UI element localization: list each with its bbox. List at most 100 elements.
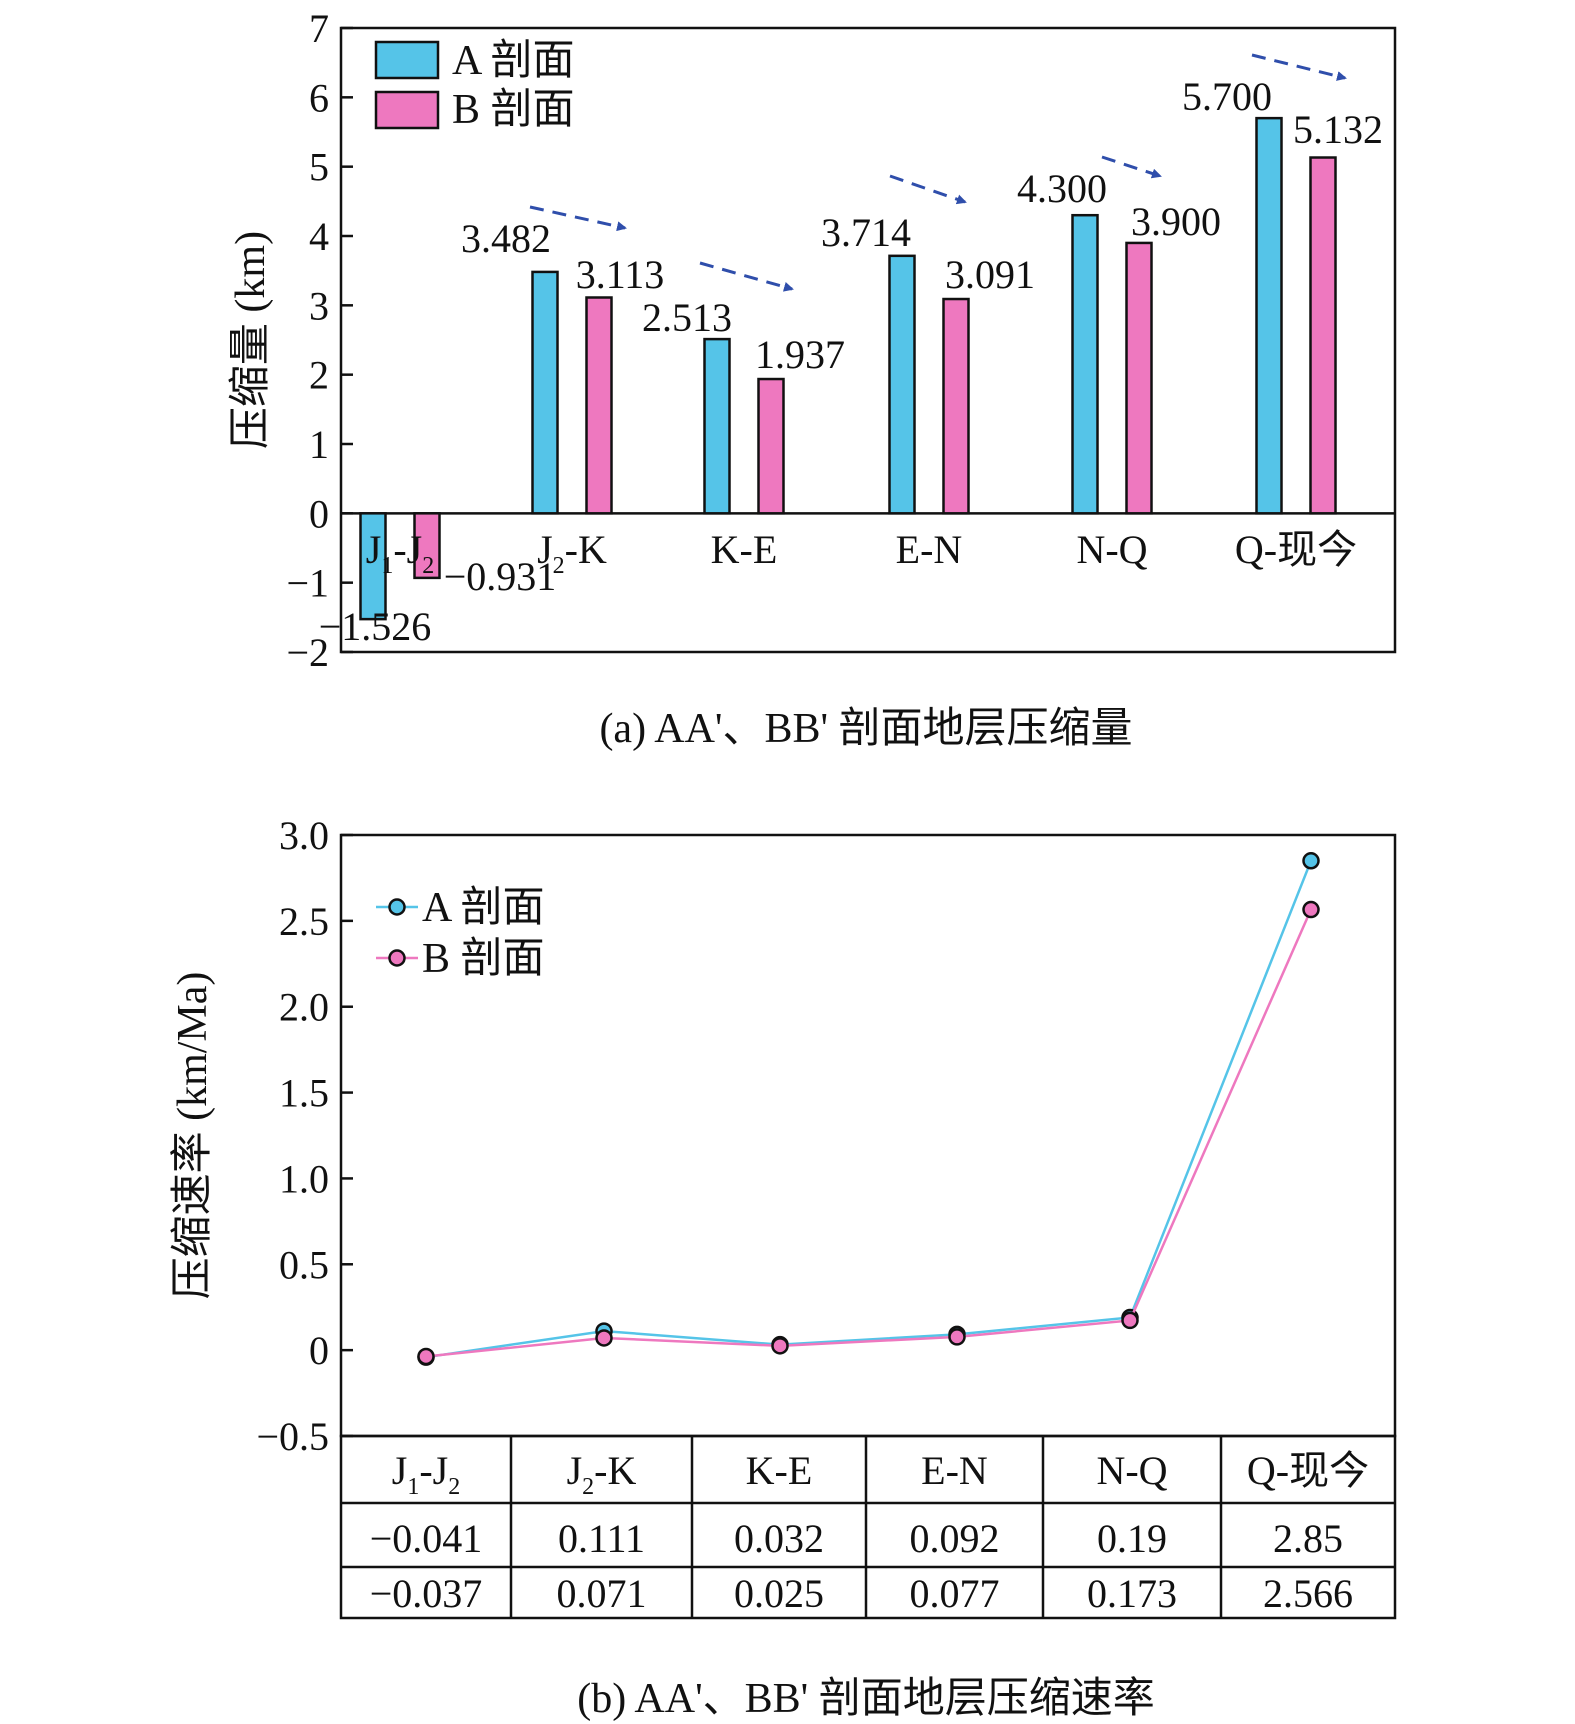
data-label: 1.937: [755, 332, 845, 377]
data-label: 2.513: [642, 295, 732, 340]
data-label: 3.113: [576, 252, 665, 297]
bar-series-b: [1309, 156, 1337, 515]
table-frame: [339, 1434, 1397, 1620]
data-label: 3.714: [821, 210, 911, 255]
y-axis-label: 压缩速率 (km/Ma): [169, 972, 216, 1300]
table-header-cell: J2-K: [567, 1448, 637, 1500]
point-series-b: [948, 1328, 966, 1346]
y-tick-label: 3: [309, 283, 329, 328]
y-tick-label: 0: [309, 1328, 329, 1373]
table-cell-series-a: −0.041: [370, 1516, 483, 1561]
category-label: N-Q: [1076, 527, 1147, 572]
bar-series-b: [585, 296, 613, 515]
legend-label-a: A 剖面: [452, 38, 575, 84]
y-tick-label: 6: [309, 75, 329, 120]
bar-series-a: [531, 270, 559, 515]
table-cell-series-b: −0.037: [370, 1571, 483, 1616]
point-series-b: [1302, 900, 1320, 919]
table-cell-series-a: 0.032: [734, 1516, 824, 1561]
point-series-b: [595, 1329, 613, 1347]
data-label: 5.132: [1293, 107, 1383, 152]
y-tick-label: 0: [309, 491, 329, 536]
legend: A 剖面B 剖面: [374, 38, 575, 133]
legend-label-a: A 剖面: [422, 885, 545, 931]
line-chart-compression-rate: −0.5 0 0.5 1.0 1.5 2.0 2.5 3.0 压缩速率 (km/Ma) A 剖面 B…: [169, 813, 1397, 1620]
trend-arrow: [1101, 155, 1162, 179]
line-series-b: [425, 909, 1313, 1358]
bar-series-b: [413, 512, 441, 580]
legend-swatch-a: [374, 40, 440, 80]
table-cell-series-a: 0.19: [1097, 1516, 1167, 1561]
bar-series-a: [1255, 116, 1283, 515]
data-label: 5.700: [1182, 74, 1272, 119]
bar-series-b: [942, 297, 970, 515]
data-label: 3.091: [945, 252, 1035, 297]
y-tick-label: 1.0: [279, 1156, 329, 1201]
category-label: J2-K: [537, 527, 607, 579]
data-label: −1.526: [319, 604, 432, 649]
plot-frame: [339, 26, 1397, 654]
table-cell-series-a: 0.092: [910, 1516, 1000, 1561]
table-cell-series-b: 0.173: [1087, 1571, 1177, 1616]
table-cell-series-b: 0.077: [910, 1571, 1000, 1616]
point-series-b: [771, 1337, 789, 1355]
legend-marker-a: [388, 898, 406, 916]
category-label: Q-现今: [1235, 527, 1357, 572]
caption-a: (a) AA'、BB' 剖面地层压缩量: [599, 706, 1132, 752]
y-tick-label: 7: [309, 6, 329, 51]
table-header-cell: N-Q: [1096, 1448, 1167, 1493]
bar-series-a: [359, 512, 387, 621]
y-tick-label: 1.5: [279, 1071, 329, 1116]
bar-series-a: [888, 254, 916, 515]
table-header-cell: J1-J2: [392, 1448, 460, 1500]
point-series-b: [1121, 1311, 1139, 1330]
y-tick-label: 5: [309, 145, 329, 190]
trend-arrow: [529, 205, 627, 232]
data-table: J1-J2 −0.041 −0.037 J2-K 0.111 0.071 K-E 0.032 0…: [339, 1434, 1397, 1620]
table-cell-series-a: 0.111: [558, 1516, 645, 1561]
bar-series-b: [1125, 241, 1153, 515]
table-header-cell: Q-现今: [1247, 1448, 1369, 1493]
y-tick-label: −2: [286, 630, 329, 675]
category-label: J1-J2: [366, 527, 434, 579]
bar-series-a: [1071, 213, 1099, 515]
legend-swatch-b: [374, 90, 440, 130]
y-tick-label: 4: [309, 214, 329, 259]
bar-series-a: [703, 337, 731, 515]
bar-series-b: [757, 377, 785, 515]
y-tick-label: 2.5: [279, 899, 329, 944]
y-tick-label: 3.0: [279, 813, 329, 858]
data-label: 3.900: [1131, 199, 1221, 244]
table-cell-series-b: 0.025: [734, 1571, 824, 1616]
y-tick-label: 2: [309, 353, 329, 398]
legend-label-b: B 剖面: [422, 936, 545, 982]
table-header-cell: E-N: [921, 1448, 988, 1493]
table-cell-series-b: 0.071: [557, 1571, 647, 1616]
data-label: −0.931: [444, 554, 557, 599]
point-series-a: [1302, 852, 1320, 870]
data-label: 3.482: [461, 216, 551, 261]
table-header-cell: K-E: [746, 1448, 813, 1493]
y-tick-label: 0.5: [279, 1242, 329, 1287]
legend-marker-b: [388, 949, 406, 967]
y-tick-label: 1: [309, 422, 329, 467]
category-label: E-N: [896, 527, 963, 572]
trend-arrow: [699, 261, 794, 292]
table-cell-series-b: 2.566: [1263, 1571, 1353, 1616]
category-label: K-E: [711, 527, 778, 572]
legend: A 剖面 B 剖面: [376, 885, 545, 982]
y-tick-label: 2.0: [279, 985, 329, 1030]
y-tick-label: −0.5: [256, 1414, 329, 1459]
y-tick-label: −1: [286, 561, 329, 606]
table-cell-series-a: 2.85: [1273, 1516, 1343, 1561]
trend-arrow: [1251, 53, 1347, 81]
data-label: 4.300: [1017, 166, 1107, 211]
line-series-a: [425, 860, 1313, 1359]
trend-arrow: [889, 174, 967, 205]
legend-label-b: B 剖面: [452, 87, 575, 133]
caption-b: (b) AA'、BB' 剖面地层压缩速率: [577, 1675, 1154, 1722]
point-series-b: [417, 1347, 435, 1366]
bar-chart-compression: −2 −1 0 1 2 3 4 5 6 7 压缩量 (km) −1.526 3.482 2.513 3.71…: [228, 6, 1397, 675]
y-axis-label: 压缩量 (km): [228, 231, 274, 449]
